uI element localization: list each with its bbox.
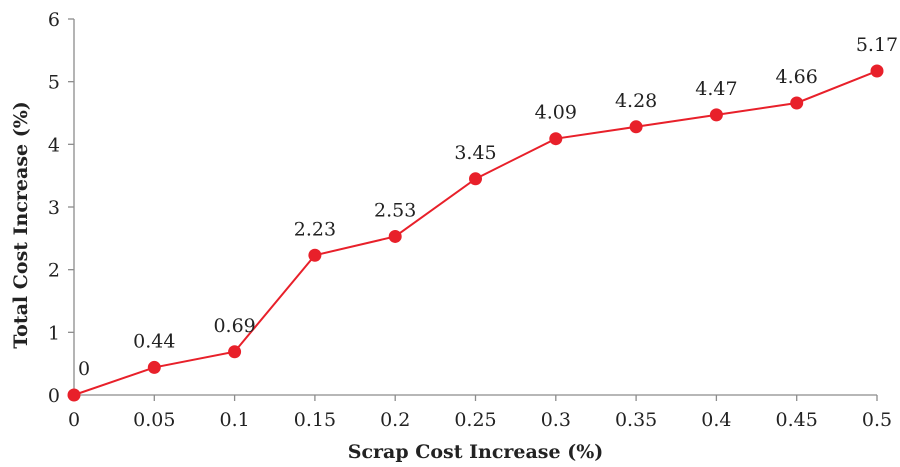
data-point <box>388 229 402 243</box>
data-label: 2.53 <box>374 199 416 221</box>
x-tick-label: 0 <box>68 409 80 431</box>
data-point <box>67 388 81 402</box>
data-point <box>790 96 804 110</box>
data-label: 3.45 <box>454 142 496 164</box>
data-labels: 0 0.44 0.69 2.23 2.53 3.45 4.09 4.28 4.47 4.66 5.1… <box>78 34 898 380</box>
x-tick-label: 0.35 <box>615 409 657 431</box>
data-label: 0.44 <box>133 330 175 352</box>
y-tick-label: 3 <box>48 197 60 219</box>
x-axis-title: Scrap Cost Increase (%) <box>348 441 604 463</box>
data-point <box>228 345 242 359</box>
data-point <box>147 360 161 374</box>
data-label: 0 <box>78 358 90 380</box>
y-tick-label: 6 <box>48 9 60 31</box>
y-tick-label: 4 <box>48 134 60 156</box>
y-axis-ticks: 0 1 2 3 4 5 6 <box>48 9 74 407</box>
axes <box>73 19 877 396</box>
y-axis-title: Total Cost Increase (%) <box>10 101 32 349</box>
y-tick-label: 5 <box>48 72 60 94</box>
x-tick-label: 0.2 <box>380 409 410 431</box>
data-point <box>549 132 563 146</box>
data-label: 2.23 <box>294 218 336 240</box>
x-tick-label: 0.15 <box>294 409 336 431</box>
y-tick-label: 2 <box>48 260 60 282</box>
data-label: 4.66 <box>776 66 818 88</box>
data-label: 4.28 <box>615 90 657 112</box>
series-group <box>67 64 884 402</box>
x-tick-label: 0.05 <box>133 409 175 431</box>
data-label: 0.69 <box>213 315 255 337</box>
series-line <box>73 70 878 396</box>
x-tick-label: 0.4 <box>701 409 731 431</box>
data-label: 5.17 <box>856 34 898 56</box>
data-point <box>308 248 322 262</box>
x-tick-label: 0.3 <box>541 409 571 431</box>
data-point <box>469 172 482 186</box>
x-tick-label: 0.45 <box>776 409 818 431</box>
data-point <box>709 108 723 122</box>
y-tick-label: 1 <box>48 322 60 344</box>
data-label: 4.47 <box>695 78 737 100</box>
data-label: 4.09 <box>535 102 577 124</box>
data-point <box>629 120 643 134</box>
x-axis-ticks: 0 0.05 0.1 0.15 0.2 0.25 0.3 0.35 0.4 0.45 0.5 <box>68 395 892 431</box>
x-tick-label: 0.1 <box>219 409 249 431</box>
x-tick-label: 0.25 <box>454 409 496 431</box>
data-point <box>870 64 884 78</box>
x-tick-label: 0.5 <box>862 409 892 431</box>
y-tick-label: 0 <box>48 385 60 407</box>
